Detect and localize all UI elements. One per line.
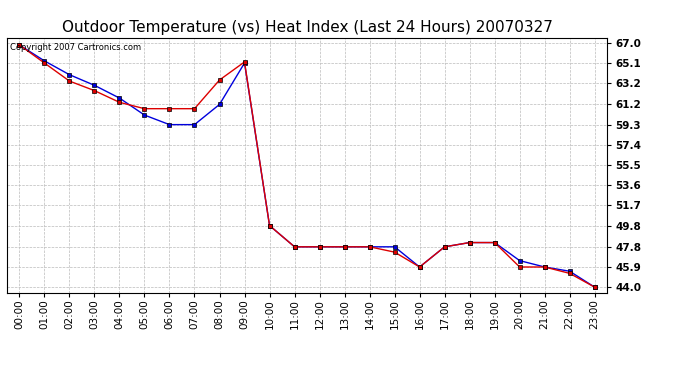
Title: Outdoor Temperature (vs) Heat Index (Last 24 Hours) 20070327: Outdoor Temperature (vs) Heat Index (Las… [61, 20, 553, 35]
Text: Copyright 2007 Cartronics.com: Copyright 2007 Cartronics.com [10, 43, 141, 52]
